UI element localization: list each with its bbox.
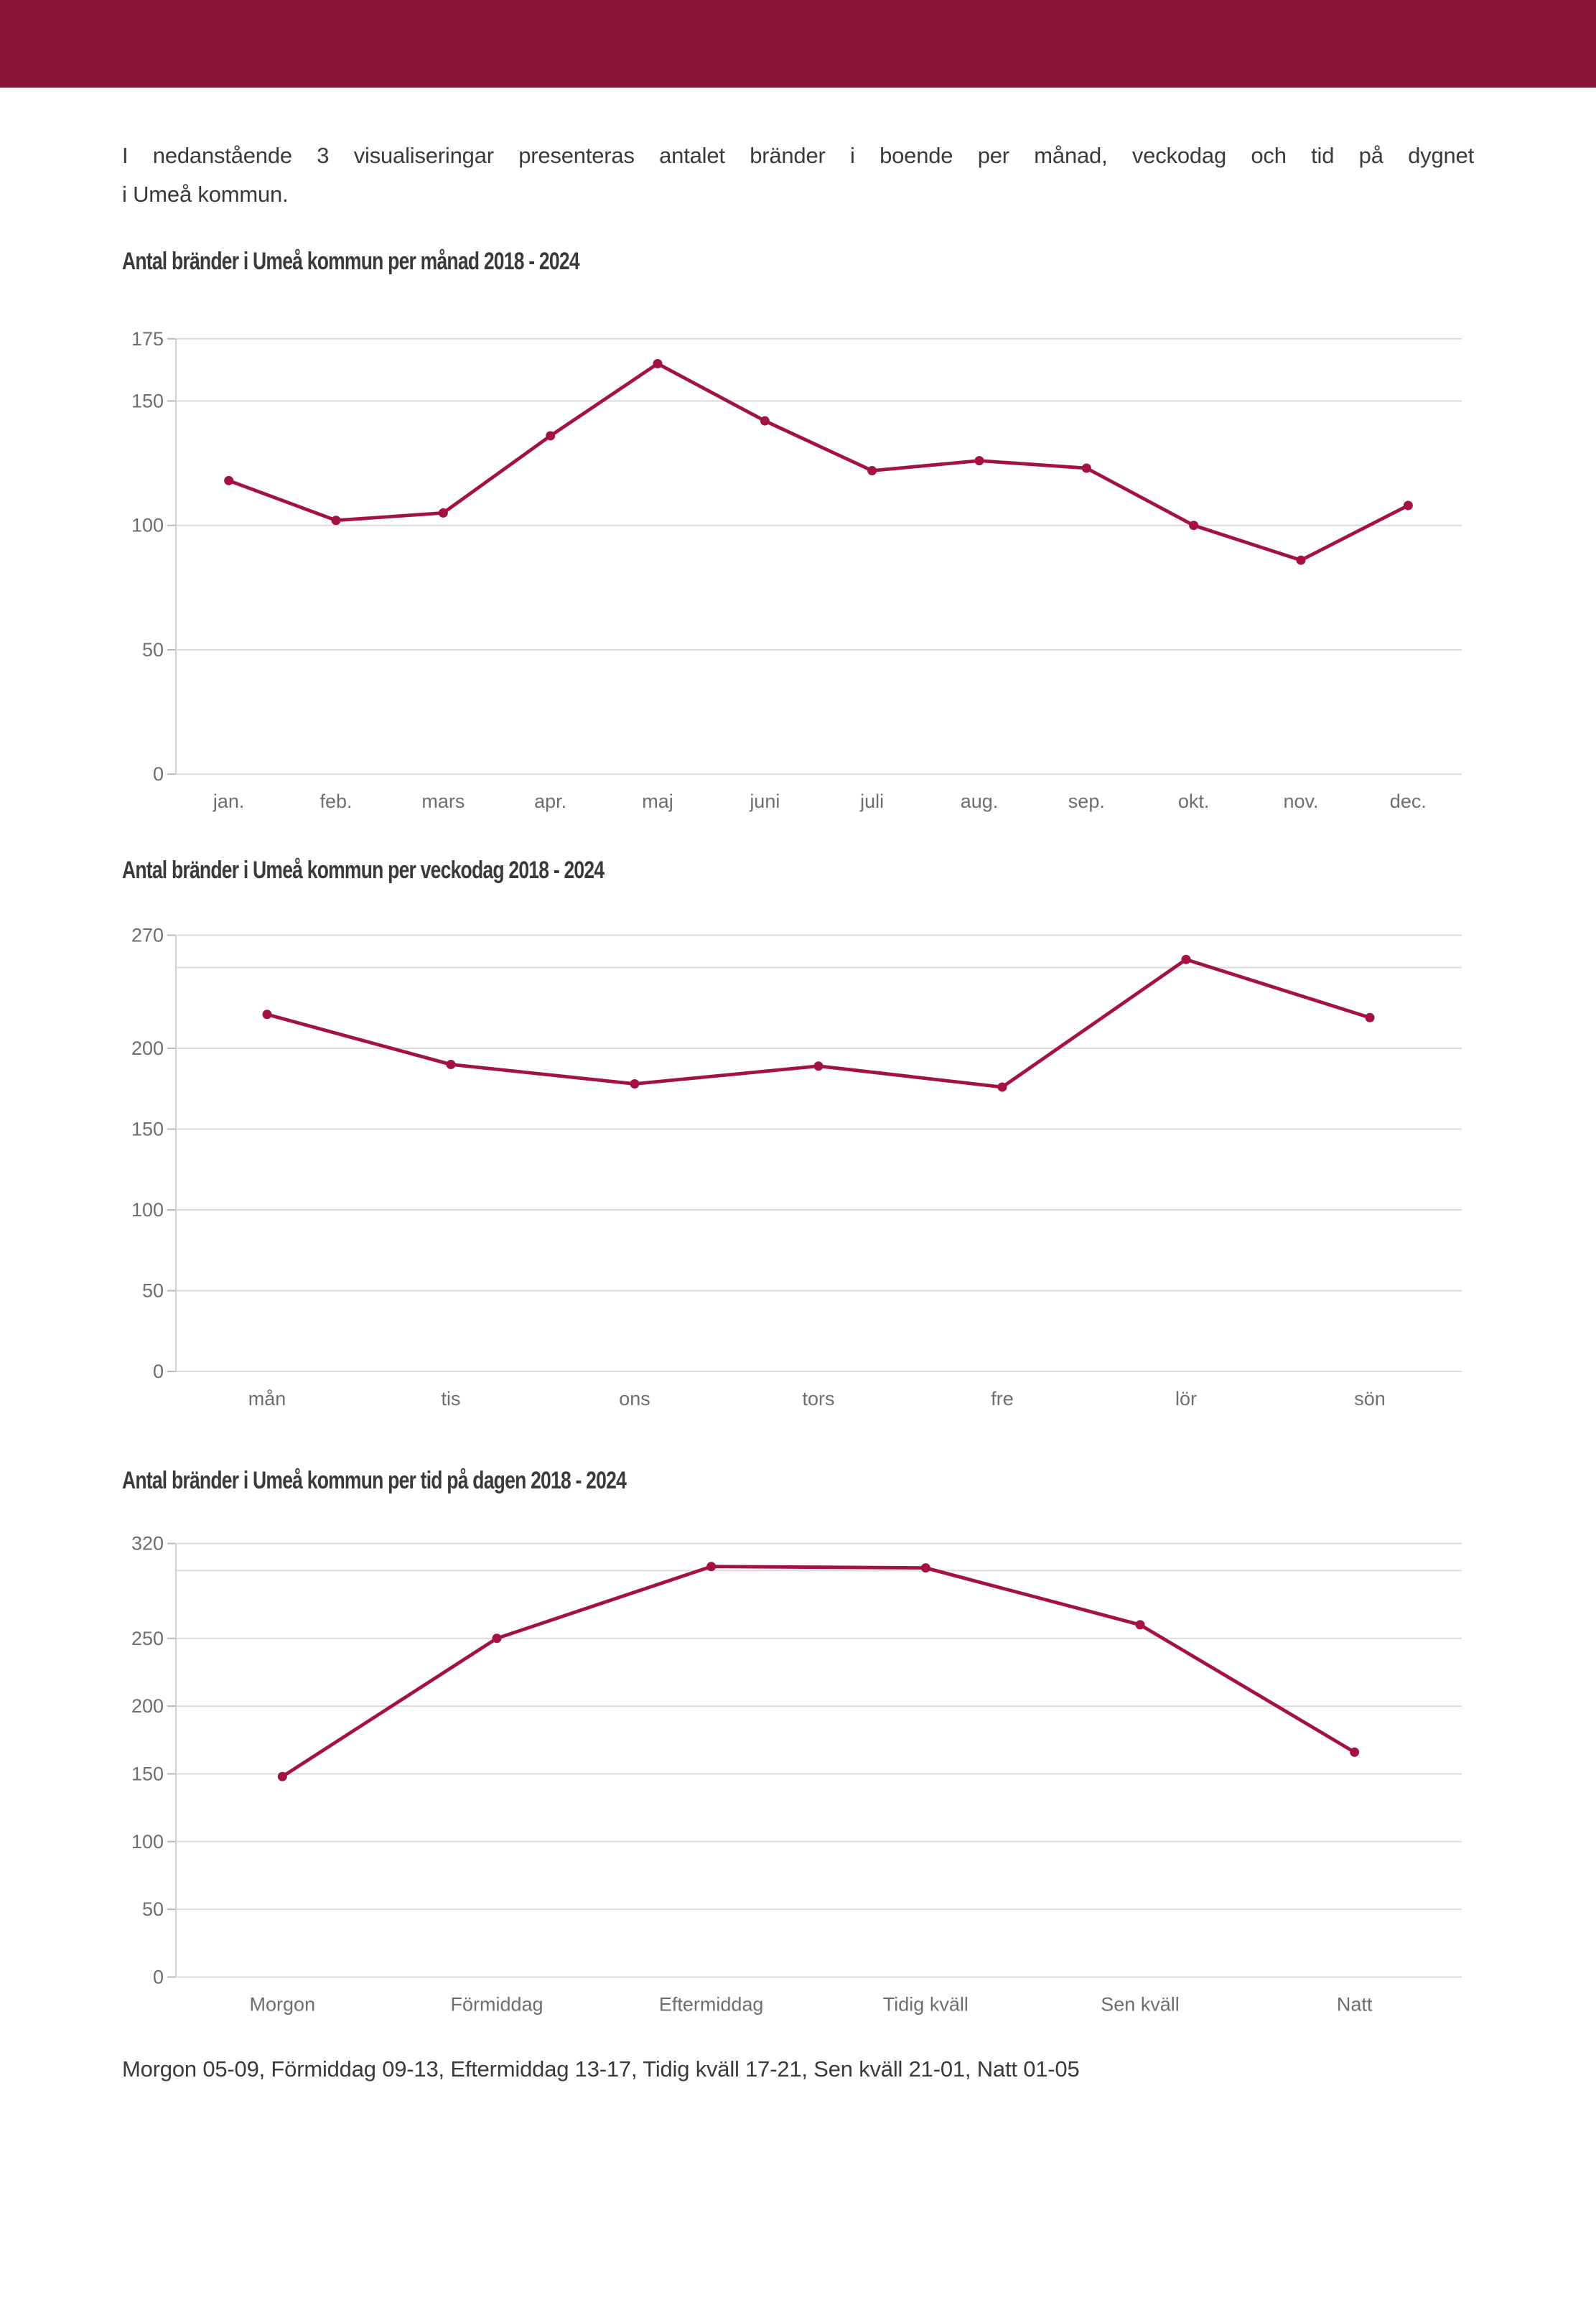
data-point bbox=[277, 1771, 287, 1781]
x-axis-label: lör bbox=[1175, 1388, 1197, 1409]
data-point bbox=[546, 431, 556, 441]
intro-line-2: i Umeå kommun. bbox=[122, 182, 289, 207]
line-chart-weekday: 0 50 100 150 200 270 mån tis ons tors fre lör sön bbox=[131, 925, 1462, 1409]
y-axis-label: 50 bbox=[142, 1280, 164, 1302]
data-point bbox=[1296, 555, 1306, 565]
data-point bbox=[1189, 521, 1199, 531]
chart-title-monthly: Antal bränder i Umeå kommun per månad 20… bbox=[122, 248, 580, 275]
x-axis-label: fre bbox=[991, 1388, 1014, 1409]
data-point bbox=[331, 516, 341, 526]
x-axis-label: Förmiddag bbox=[450, 1994, 543, 2015]
series-line bbox=[280, 1565, 1357, 1779]
y-axis-label: 150 bbox=[131, 1119, 164, 1140]
y-axis-label: 100 bbox=[131, 1199, 164, 1221]
x-axis-label: jan. bbox=[213, 791, 245, 812]
line-chart-time-of-day: 0 50 100 150 200 250 320 Morgon Förmiddag Eftermi… bbox=[131, 1533, 1462, 2015]
x-axis-label: juli bbox=[859, 791, 884, 812]
x-axis-label: Morgon bbox=[250, 1994, 316, 2015]
data-point bbox=[813, 1061, 823, 1071]
intro-paragraph: I nedanstående 3 visualiseringar present… bbox=[122, 136, 1474, 214]
data-point bbox=[1365, 1012, 1375, 1022]
data-point bbox=[224, 475, 234, 485]
data-point bbox=[920, 1563, 930, 1573]
x-axis-label: sep. bbox=[1068, 791, 1105, 812]
data-point bbox=[867, 465, 877, 475]
x-axis-label: nov. bbox=[1283, 791, 1318, 812]
header-bar bbox=[0, 0, 1596, 88]
data-point bbox=[1081, 463, 1091, 473]
x-axis-label: ons bbox=[619, 1388, 650, 1409]
x-axis-label: Tidig kväll bbox=[883, 1994, 969, 2015]
x-axis-label: Sen kväll bbox=[1101, 1994, 1180, 2015]
y-axis-label: 150 bbox=[131, 390, 164, 411]
data-point bbox=[630, 1079, 640, 1089]
data-point bbox=[1403, 500, 1413, 511]
y-axis-label: 50 bbox=[142, 1898, 164, 1920]
y-axis-label: 0 bbox=[153, 1361, 164, 1382]
data-point bbox=[1181, 954, 1191, 964]
y-axis-label: 320 bbox=[131, 1533, 164, 1555]
y-axis-label: 0 bbox=[153, 763, 164, 785]
y-axis-label: 0 bbox=[153, 1967, 164, 1988]
y-axis-label: 150 bbox=[131, 1763, 164, 1784]
series-line bbox=[227, 362, 1410, 562]
data-point bbox=[974, 456, 984, 466]
data-point bbox=[262, 1010, 272, 1020]
x-axis-label: juni bbox=[749, 791, 780, 812]
x-axis-label: apr. bbox=[534, 791, 566, 812]
x-axis-label: aug. bbox=[961, 791, 999, 812]
data-point bbox=[706, 1562, 717, 1572]
x-axis-label: maj bbox=[642, 791, 673, 812]
data-point bbox=[446, 1060, 456, 1069]
x-axis-label: feb. bbox=[319, 791, 352, 812]
y-axis-label: 175 bbox=[131, 328, 164, 350]
y-axis-label: 50 bbox=[142, 639, 164, 661]
data-point bbox=[438, 508, 448, 518]
chart-title-time-of-day: Antal bränder i Umeå kommun per tid på d… bbox=[122, 1467, 627, 1494]
x-axis-label: tors bbox=[802, 1388, 834, 1409]
x-axis-label: Natt bbox=[1337, 1994, 1373, 2015]
time-interval-legend: Morgon 05-09, Förmiddag 09-13, Eftermidd… bbox=[122, 2056, 1080, 2082]
line-chart-monthly: 0 50 100 150 175 jan. feb. mars apr. maj juni juli a… bbox=[131, 328, 1462, 812]
x-axis-label: mars bbox=[421, 791, 465, 812]
data-point bbox=[1135, 1620, 1145, 1630]
chart-title-weekday: Antal bränder i Umeå kommun per veckodag… bbox=[122, 857, 605, 884]
y-axis-label: 270 bbox=[131, 925, 164, 946]
x-axis-label: tis bbox=[442, 1388, 461, 1409]
y-axis-label: 200 bbox=[131, 1695, 164, 1717]
x-axis-label: mån bbox=[248, 1388, 286, 1409]
y-axis-label: 200 bbox=[131, 1038, 164, 1059]
data-point bbox=[492, 1633, 502, 1644]
data-point bbox=[653, 358, 663, 368]
y-axis-label: 100 bbox=[131, 515, 164, 536]
data-point bbox=[997, 1082, 1007, 1092]
x-axis-label: sön bbox=[1354, 1388, 1386, 1409]
data-point bbox=[1350, 1747, 1360, 1757]
x-axis-label: okt. bbox=[1178, 791, 1210, 812]
x-axis-label: Eftermiddag bbox=[659, 1994, 764, 2015]
intro-line-1: I nedanstående 3 visualiseringar present… bbox=[122, 143, 1474, 168]
data-point bbox=[760, 416, 770, 426]
y-axis-label: 100 bbox=[131, 1831, 164, 1852]
y-axis-label: 250 bbox=[131, 1628, 164, 1649]
x-axis-label: dec. bbox=[1390, 791, 1427, 812]
